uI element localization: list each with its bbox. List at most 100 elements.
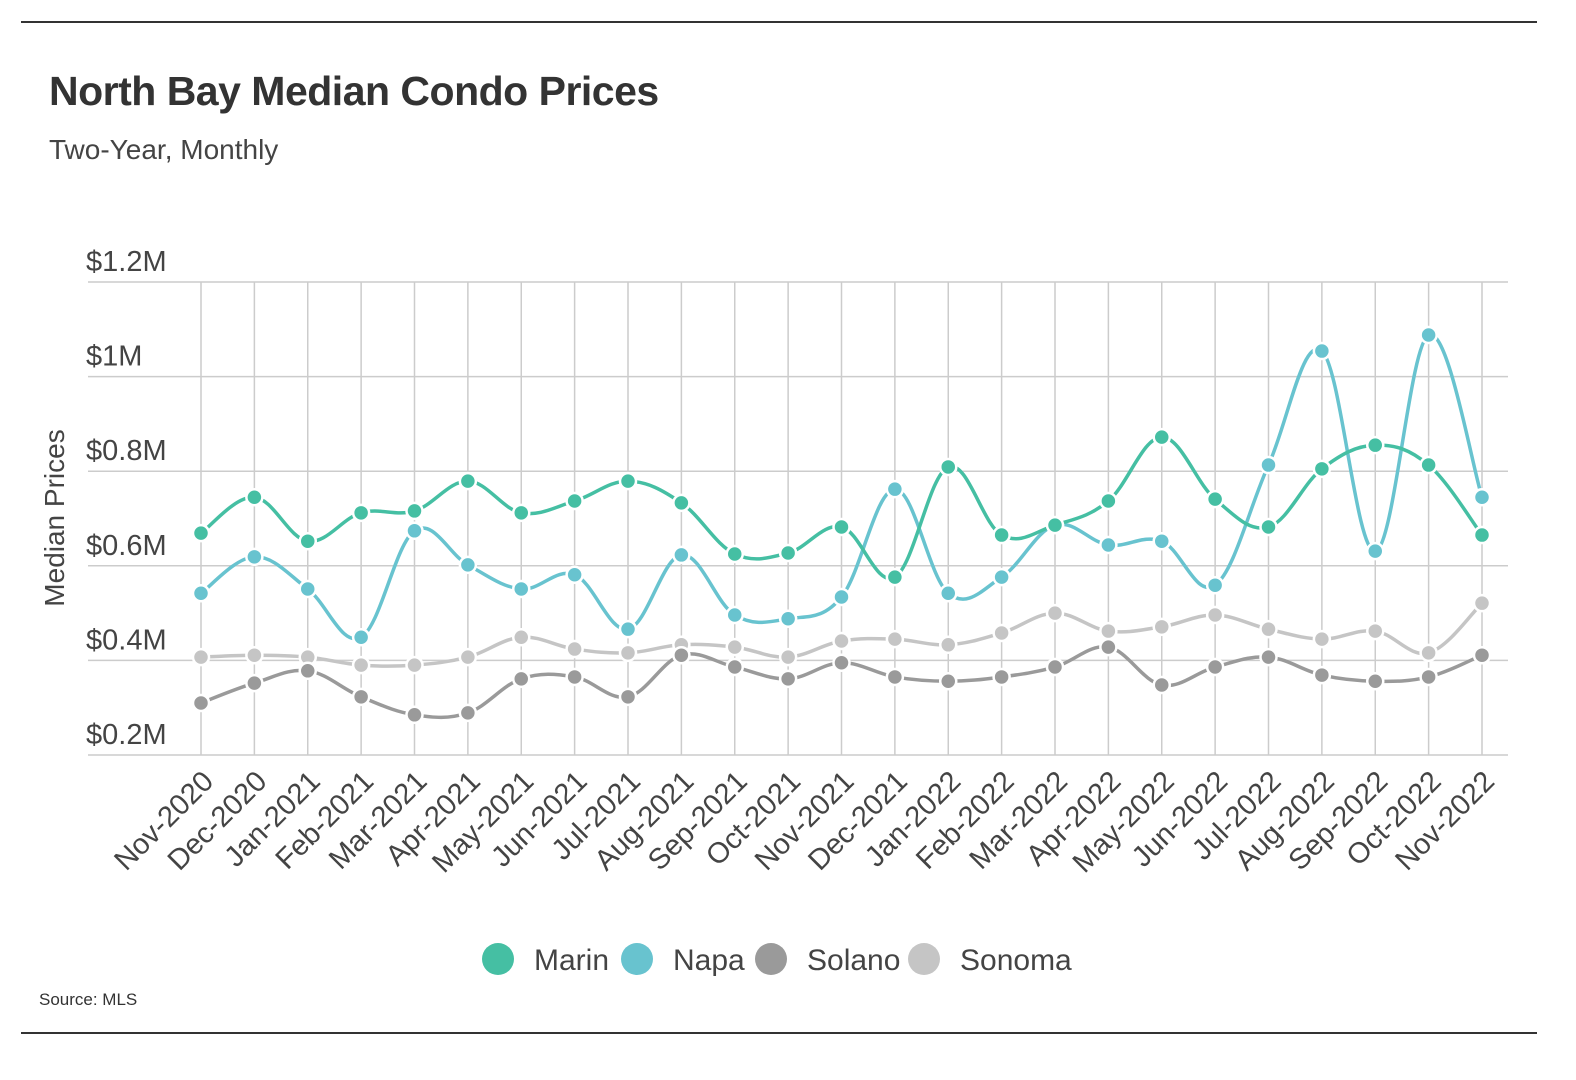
data-point-napa	[245, 547, 264, 567]
data-point-napa	[672, 545, 691, 565]
data-point-solano	[1152, 675, 1171, 695]
bottom-rule	[21, 1032, 1537, 1034]
data-point-napa	[992, 567, 1011, 587]
data-point-marin	[565, 491, 584, 511]
data-point-napa	[725, 605, 744, 625]
data-point-marin	[1099, 491, 1118, 511]
data-point-sonoma	[778, 647, 798, 667]
data-point-solano	[1045, 657, 1065, 677]
data-point-marin	[298, 531, 317, 551]
data-point-sonoma	[939, 635, 958, 655]
source-note: Source: MLS	[39, 990, 138, 1009]
legend-marker-marin	[482, 943, 514, 975]
data-point-napa	[512, 579, 531, 599]
data-point-marin	[1472, 525, 1492, 545]
data-point-sonoma	[1099, 621, 1118, 641]
data-point-napa	[1419, 325, 1438, 345]
data-point-marin	[245, 487, 264, 507]
data-point-solano	[672, 645, 691, 665]
data-point-solano	[565, 667, 584, 687]
data-point-solano	[512, 669, 531, 689]
y-tick-label: $0.4M	[86, 624, 167, 656]
data-point-solano	[939, 671, 958, 691]
legend-label-solano: Solano	[807, 944, 900, 977]
data-point-solano	[778, 669, 798, 689]
data-point-sonoma	[1152, 617, 1171, 637]
data-point-napa	[1205, 575, 1225, 595]
data-point-sonoma	[458, 647, 478, 667]
data-point-marin	[512, 503, 531, 523]
data-point-marin	[458, 471, 478, 491]
data-point-sonoma	[1366, 621, 1385, 641]
legend-marker-sonoma	[908, 943, 940, 975]
data-point-marin	[351, 503, 371, 523]
data-point-marin	[1205, 489, 1225, 509]
legend-label-sonoma: Sonoma	[960, 944, 1072, 977]
data-point-sonoma	[1205, 605, 1225, 625]
data-point-sonoma	[512, 627, 531, 647]
data-point-solano	[458, 703, 478, 723]
data-point-marin	[1312, 459, 1332, 479]
data-point-sonoma	[1045, 603, 1065, 623]
data-point-solano	[832, 653, 851, 673]
data-point-marin	[191, 523, 211, 543]
data-point-solano	[1419, 667, 1438, 687]
data-point-marin	[992, 525, 1011, 545]
data-point-solano	[885, 667, 905, 687]
data-point-solano	[1205, 657, 1225, 677]
data-point-solano	[618, 687, 638, 707]
data-point-solano	[298, 661, 317, 681]
data-point-napa	[298, 579, 317, 599]
data-point-sonoma	[618, 643, 638, 663]
data-point-napa	[191, 583, 211, 603]
data-point-solano	[1259, 647, 1278, 667]
top-rule	[21, 21, 1537, 23]
data-point-marin	[1259, 517, 1278, 537]
data-point-marin	[618, 471, 638, 491]
legend-label-napa: Napa	[673, 944, 745, 977]
data-point-napa	[1472, 487, 1492, 507]
data-point-sonoma	[992, 623, 1011, 643]
data-point-marin	[778, 543, 798, 563]
data-point-solano	[245, 673, 264, 693]
data-point-marin	[672, 493, 691, 513]
data-point-solano	[405, 705, 424, 725]
data-point-solano	[1312, 665, 1332, 685]
data-point-napa	[939, 583, 958, 603]
y-tick-label: $0.6M	[86, 530, 167, 562]
data-point-napa	[1099, 535, 1118, 555]
y-tick-label: $1M	[86, 341, 142, 373]
data-point-sonoma	[191, 647, 211, 667]
data-point-marin	[939, 457, 958, 477]
data-point-marin	[725, 544, 744, 564]
data-point-sonoma	[245, 645, 264, 665]
data-point-solano	[1366, 671, 1385, 691]
data-point-marin	[405, 501, 424, 521]
data-point-solano	[191, 693, 211, 713]
data-point-sonoma	[1419, 643, 1438, 663]
data-point-napa	[1312, 341, 1332, 361]
data-point-marin	[1152, 427, 1171, 447]
y-axis-label: Median Prices	[39, 429, 70, 606]
data-point-sonoma	[885, 629, 905, 649]
data-point-napa	[1259, 455, 1278, 475]
data-point-napa	[458, 555, 478, 575]
data-point-sonoma	[351, 655, 371, 675]
data-point-sonoma	[1312, 629, 1332, 649]
y-tick-label: $0.8M	[86, 435, 167, 467]
y-tick-label: $0.2M	[86, 719, 167, 751]
data-point-sonoma	[405, 655, 424, 675]
y-tick-label: $1.2M	[86, 246, 167, 278]
data-point-napa	[405, 521, 424, 541]
data-point-marin	[1045, 515, 1065, 535]
data-point-sonoma	[725, 637, 744, 657]
data-point-napa	[1366, 541, 1385, 561]
data-point-napa	[832, 587, 851, 607]
data-point-marin	[1366, 435, 1385, 455]
data-point-marin	[1419, 455, 1438, 475]
data-point-napa	[885, 479, 905, 499]
data-point-solano	[1099, 637, 1118, 657]
data-point-sonoma	[565, 639, 584, 659]
data-point-napa	[351, 627, 371, 647]
